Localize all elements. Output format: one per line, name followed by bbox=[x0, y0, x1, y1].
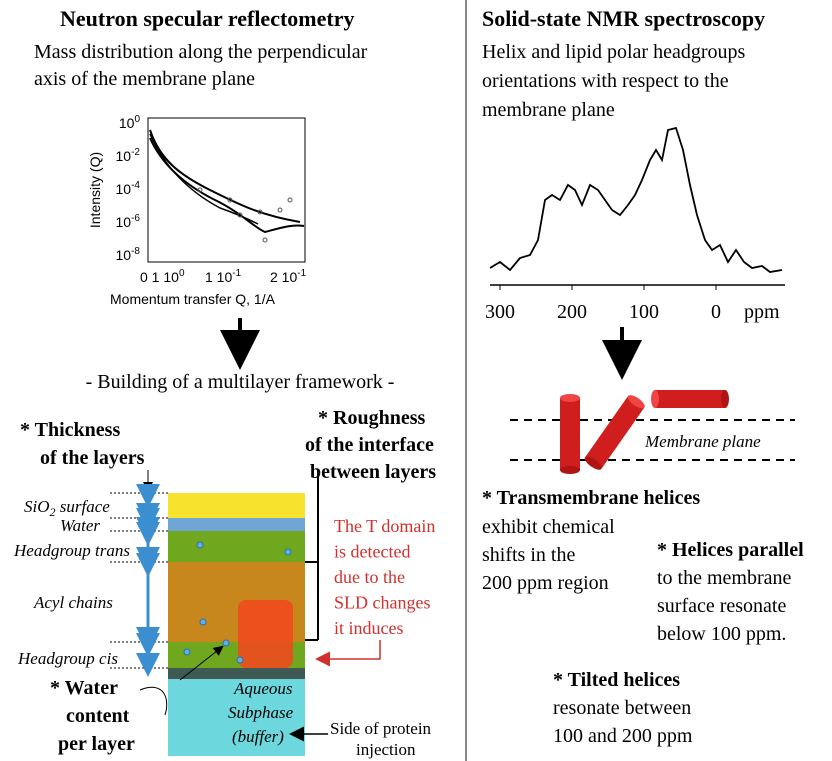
axis-unit: ppm bbox=[744, 301, 780, 323]
subtitle: membrane plane bbox=[482, 99, 615, 121]
label: of the interface bbox=[305, 434, 434, 456]
subtitle: orientations with respect to the bbox=[482, 70, 729, 92]
layer-label: Headgroup cis bbox=[17, 649, 118, 668]
title: Neutron specular reflectometry bbox=[60, 6, 354, 31]
tick-label: 10-4 bbox=[116, 180, 141, 197]
text: to the membrane bbox=[657, 567, 792, 589]
note: SLD changes bbox=[334, 593, 430, 613]
tick-label: 100 bbox=[629, 301, 659, 323]
tick-label: 1 10-1 bbox=[205, 268, 242, 285]
label: between layers bbox=[310, 461, 436, 483]
text: 200 ppm region bbox=[482, 572, 609, 594]
tick-label: 300 bbox=[485, 301, 515, 323]
y-axis-label: Intensity (Q) bbox=[87, 152, 103, 228]
label: * Helices parallel bbox=[657, 539, 804, 561]
label: * Roughness bbox=[318, 407, 425, 429]
subtitle: Mass distribution along the perpendicula… bbox=[34, 41, 368, 63]
tick-label: 100 bbox=[119, 114, 141, 131]
label: content bbox=[66, 705, 130, 727]
subtitle: axis of the membrane plane bbox=[34, 68, 255, 90]
label: injection bbox=[356, 740, 416, 759]
text: shifts in the bbox=[482, 544, 575, 566]
label: of the layers bbox=[40, 447, 145, 469]
subphase-label: Aqueous bbox=[233, 679, 293, 698]
pointer bbox=[140, 687, 167, 715]
label: Side of protein bbox=[330, 719, 432, 738]
label: * Thickness bbox=[20, 419, 120, 441]
reflectivity-plot: Intensity (Q) 100 10-2 10-4 10-6 10-8 0 1 100… bbox=[87, 114, 307, 307]
subtitle: Helix and lipid polar headgroups bbox=[482, 41, 745, 63]
tick-label: 2 10-1 bbox=[270, 268, 307, 285]
label: * Tilted helices bbox=[553, 669, 680, 691]
label: per layer bbox=[58, 733, 135, 755]
layer-label: Water bbox=[60, 516, 100, 535]
tick-label: 10-8 bbox=[116, 246, 141, 263]
note: due to the bbox=[334, 567, 405, 587]
note: The T domain bbox=[334, 516, 435, 536]
section-title: - Building of a multilayer framework - bbox=[86, 371, 395, 393]
nmr-spectrum bbox=[490, 128, 782, 272]
title: Solid-state NMR spectroscopy bbox=[482, 6, 765, 31]
label: * Transmembrane helices bbox=[482, 487, 700, 509]
subphase-label: (buffer) bbox=[232, 727, 284, 746]
text: surface resonate bbox=[657, 595, 786, 617]
tick-label: 10-2 bbox=[116, 147, 141, 164]
tick-label: 0 bbox=[711, 301, 721, 323]
text: exhibit chemical bbox=[482, 516, 615, 538]
arrow bbox=[318, 640, 380, 659]
text: resonate between bbox=[553, 697, 691, 719]
tick-label: 10-6 bbox=[116, 213, 141, 230]
note: it induces bbox=[334, 618, 404, 638]
x-axis-label: Momentum transfer Q, 1/A bbox=[110, 291, 276, 307]
membrane-label: Membrane plane bbox=[644, 432, 761, 451]
text: below 100 ppm. bbox=[657, 623, 786, 645]
label: * Water bbox=[50, 677, 118, 699]
figure: Neutron specular reflectometry Mass dist… bbox=[0, 0, 832, 761]
layer-label: Acyl chains bbox=[33, 593, 113, 612]
note: is detected bbox=[334, 542, 410, 562]
tick-label: 200 bbox=[557, 301, 587, 323]
subphase-label: Subphase bbox=[228, 703, 294, 722]
layer-label: Headgroup trans bbox=[13, 541, 130, 560]
tick-label: 0 1 100 bbox=[140, 268, 185, 285]
text: 100 and 200 ppm bbox=[553, 725, 693, 747]
